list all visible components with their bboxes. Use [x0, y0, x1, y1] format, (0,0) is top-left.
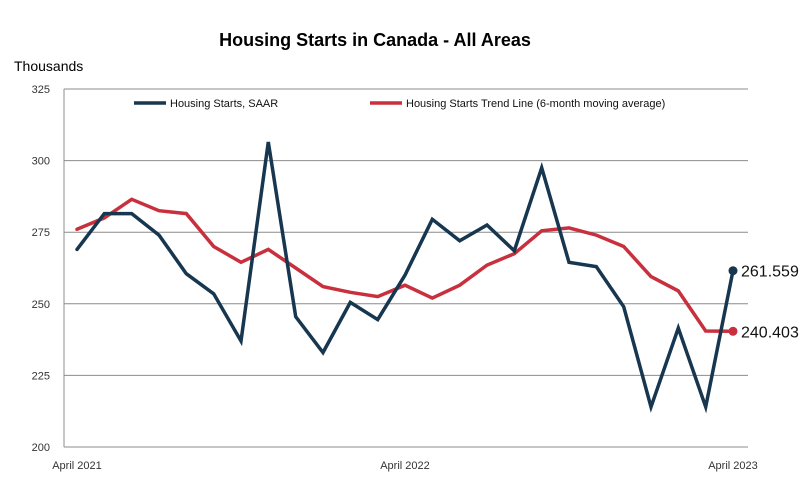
label-layer: 261.559 240.403 — [741, 264, 799, 342]
y-tick-label: 250 — [32, 299, 50, 311]
legend-layer: Housing Starts, SAAR Housing Starts Trend… — [134, 98, 665, 110]
y-axis-label: Thousands — [14, 58, 84, 74]
axis-layer: 200 225 250 275 300 325 April 2021 April 2022 Ap… — [32, 84, 758, 472]
series-line-trend-line — [75, 197, 735, 334]
end-point-marker — [728, 266, 738, 276]
grid-layer — [64, 88, 748, 448]
end-point-marker — [728, 326, 738, 336]
end-value-label: 240.403 — [741, 324, 799, 341]
end-value-label: 261.559 — [741, 264, 799, 281]
x-tick-label: April 2021 — [52, 460, 102, 472]
y-tick-label: 300 — [32, 156, 50, 168]
series-layer — [75, 141, 738, 414]
legend-label: Housing Starts, SAAR — [170, 98, 278, 110]
legend-label: Housing Starts Trend Line (6-month movin… — [406, 98, 665, 110]
y-tick-label: 200 — [32, 442, 50, 454]
y-tick-label: 225 — [32, 370, 50, 382]
chart-title: Housing Starts in Canada - All Areas — [219, 30, 531, 50]
series-line-housing-starts — [75, 141, 735, 414]
y-tick-label: 325 — [32, 84, 50, 96]
x-tick-label: April 2022 — [380, 460, 430, 472]
y-tick-label: 275 — [32, 227, 50, 239]
x-tick-label: April 2023 — [708, 460, 758, 472]
